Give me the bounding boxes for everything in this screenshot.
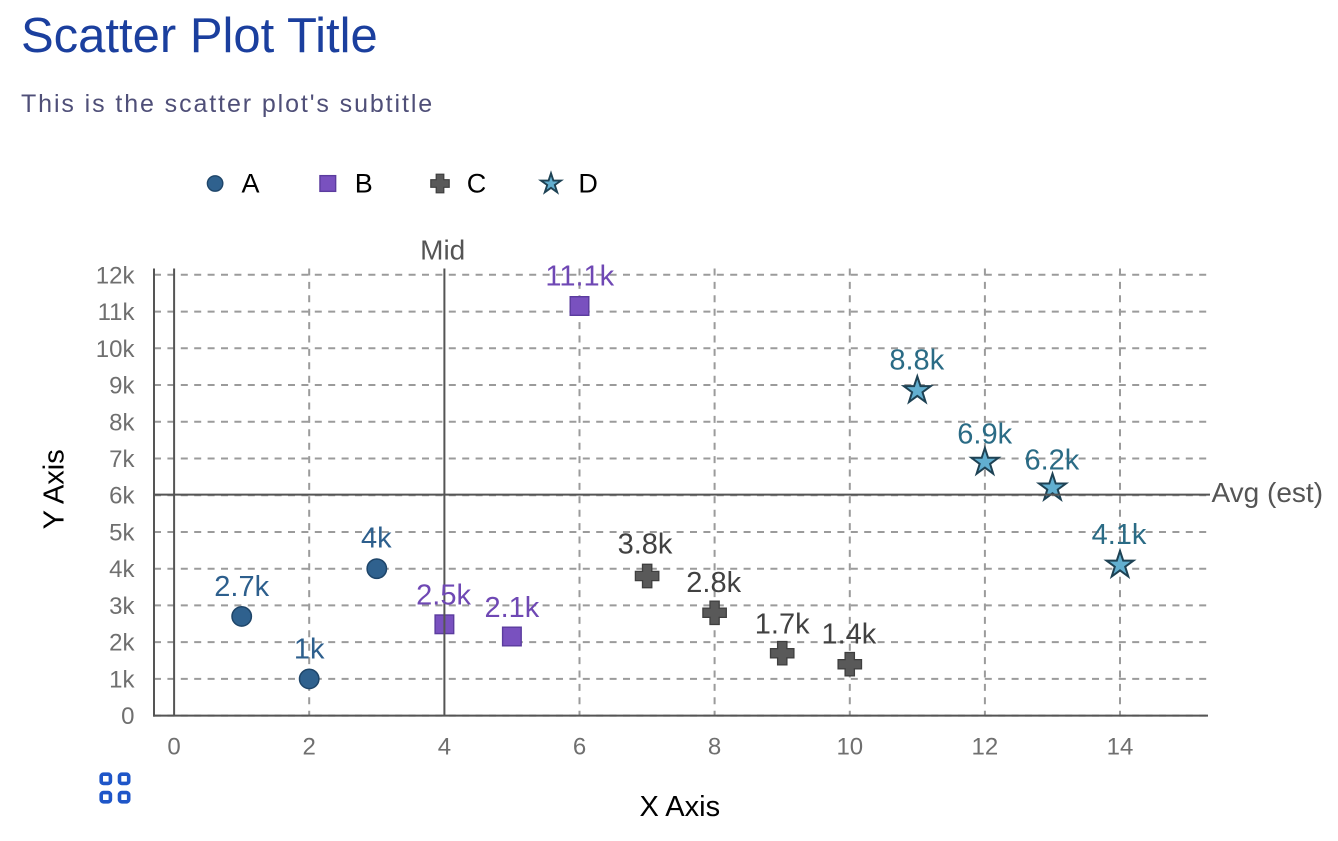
svg-text:D: D xyxy=(578,169,598,199)
svg-text:1.4k: 1.4k xyxy=(821,619,876,651)
svg-text:1.7k: 1.7k xyxy=(755,608,810,640)
svg-text:8.8k: 8.8k xyxy=(889,345,944,377)
svg-text:8: 8 xyxy=(708,734,721,761)
svg-text:Mid: Mid xyxy=(420,235,465,266)
svg-text:1k: 1k xyxy=(109,666,135,693)
svg-text:12k: 12k xyxy=(96,262,136,289)
svg-text:0: 0 xyxy=(121,703,134,730)
svg-text:4k: 4k xyxy=(361,523,392,555)
svg-text:9k: 9k xyxy=(109,373,135,400)
svg-text:B: B xyxy=(355,169,373,199)
svg-text:4: 4 xyxy=(438,734,451,761)
svg-text:1k: 1k xyxy=(294,634,325,666)
svg-text:6.2k: 6.2k xyxy=(1024,445,1079,477)
svg-text:11k: 11k xyxy=(98,299,136,326)
svg-text:2k: 2k xyxy=(109,630,135,657)
svg-text:8k: 8k xyxy=(109,409,135,436)
svg-text:4k: 4k xyxy=(109,556,135,583)
svg-text:X Axis: X Axis xyxy=(640,791,721,823)
svg-text:10: 10 xyxy=(836,734,863,761)
svg-text:6: 6 xyxy=(573,734,586,761)
svg-text:4.1k: 4.1k xyxy=(1092,519,1147,551)
svg-text:6k: 6k xyxy=(109,483,135,510)
svg-text:2.7k: 2.7k xyxy=(214,571,269,603)
svg-text:14: 14 xyxy=(1107,734,1134,761)
svg-text:12: 12 xyxy=(972,734,999,761)
svg-text:0: 0 xyxy=(167,734,180,761)
svg-text:2.1k: 2.1k xyxy=(484,592,539,624)
svg-text:10k: 10k xyxy=(96,336,136,363)
svg-text:11.1k: 11.1k xyxy=(545,260,614,292)
svg-text:A: A xyxy=(242,169,260,199)
svg-text:2: 2 xyxy=(303,734,316,761)
svg-text:2.8k: 2.8k xyxy=(686,567,741,599)
svg-text:Avg (est): Avg (est) xyxy=(1212,477,1324,508)
svg-text:3k: 3k xyxy=(109,593,135,620)
svg-text:Scatter Plot Title: Scatter Plot Title xyxy=(21,9,378,63)
svg-text:This is the scatter plot's sub: This is the scatter plot's subtitle xyxy=(21,90,434,118)
svg-text:5k: 5k xyxy=(109,520,135,547)
svg-text:C: C xyxy=(467,169,487,199)
svg-text:2.5k: 2.5k xyxy=(416,579,471,611)
svg-text:Y Axis: Y Axis xyxy=(39,449,71,529)
svg-text:7k: 7k xyxy=(109,446,135,473)
svg-text:6.9k: 6.9k xyxy=(957,419,1012,451)
svg-text:3.8k: 3.8k xyxy=(618,529,673,561)
